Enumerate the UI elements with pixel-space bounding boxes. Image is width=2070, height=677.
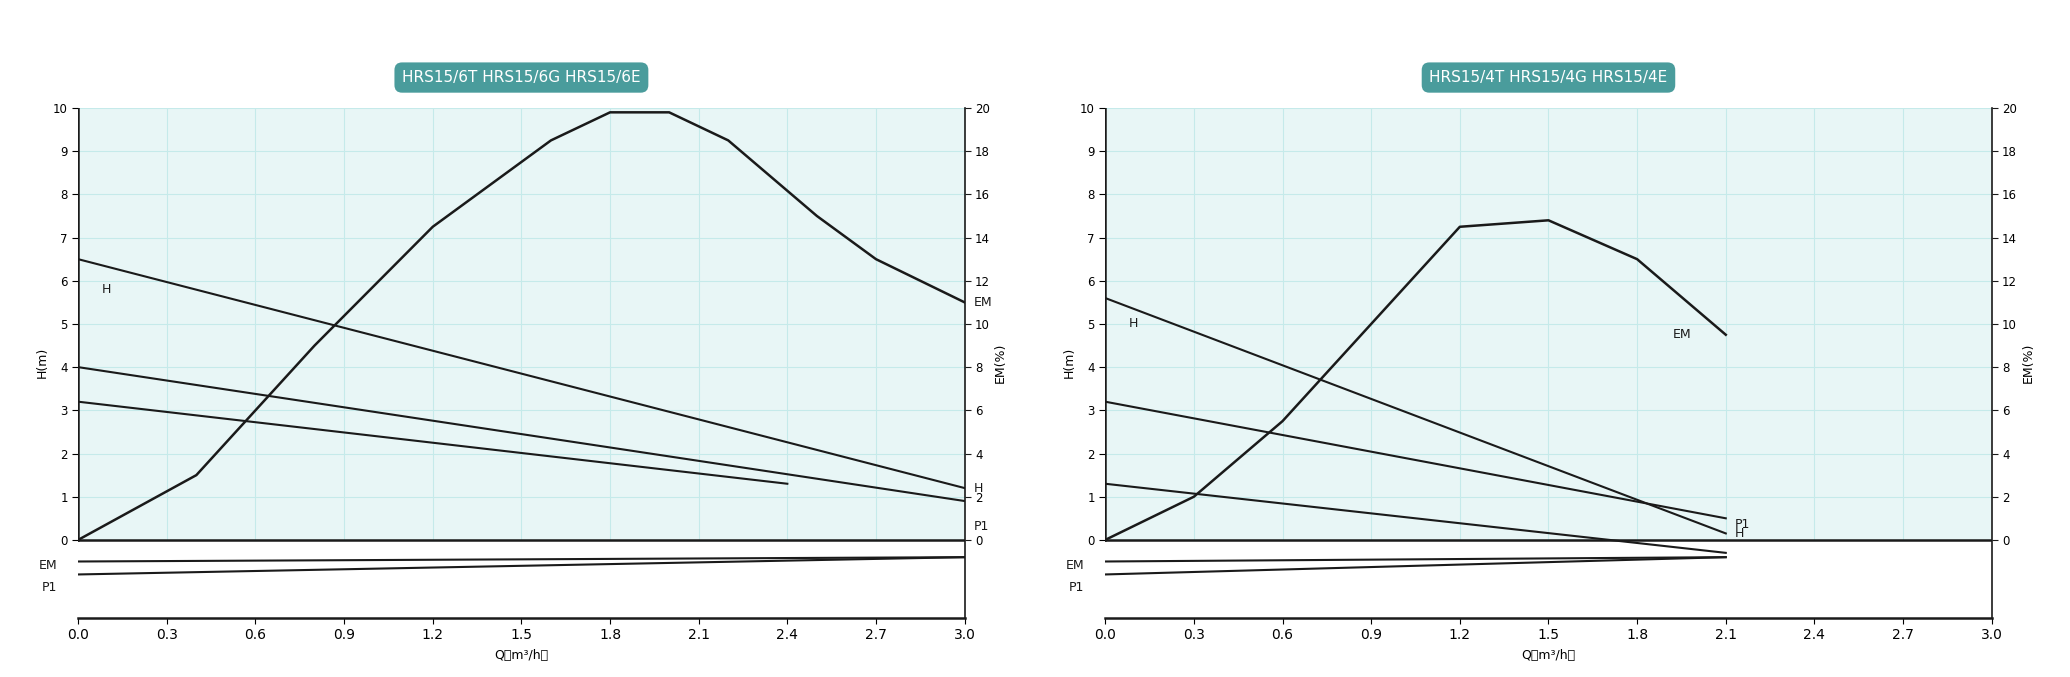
Bar: [1105, 108, 1991, 540]
Y-axis label: H(m): H(m): [1062, 347, 1076, 378]
Text: P1: P1: [41, 581, 58, 594]
Text: H: H: [1128, 318, 1138, 330]
Y-axis label: EM(%): EM(%): [2020, 343, 2035, 383]
Text: EM: EM: [39, 559, 58, 572]
Bar: [79, 108, 965, 540]
X-axis label: Q（m³/h）: Q（m³/h）: [495, 649, 549, 662]
Text: H: H: [1735, 527, 1745, 540]
Text: EM: EM: [973, 296, 992, 309]
Text: H: H: [973, 481, 983, 495]
Text: EM: EM: [1066, 559, 1085, 572]
Text: EM: EM: [1673, 328, 1691, 341]
Text: P1: P1: [973, 521, 989, 533]
Y-axis label: EM(%): EM(%): [994, 343, 1008, 383]
Text: P1: P1: [1735, 519, 1749, 531]
Y-axis label: H(m): H(m): [35, 347, 50, 378]
X-axis label: Q（m³/h）: Q（m³/h）: [1521, 649, 1575, 662]
Text: H: H: [101, 283, 112, 296]
Text: P1: P1: [1070, 581, 1085, 594]
Text: HRS15/4T HRS15/4G HRS15/4E: HRS15/4T HRS15/4G HRS15/4E: [1430, 70, 1668, 85]
Text: HRS15/6T HRS15/6G HRS15/6E: HRS15/6T HRS15/6G HRS15/6E: [402, 70, 642, 85]
